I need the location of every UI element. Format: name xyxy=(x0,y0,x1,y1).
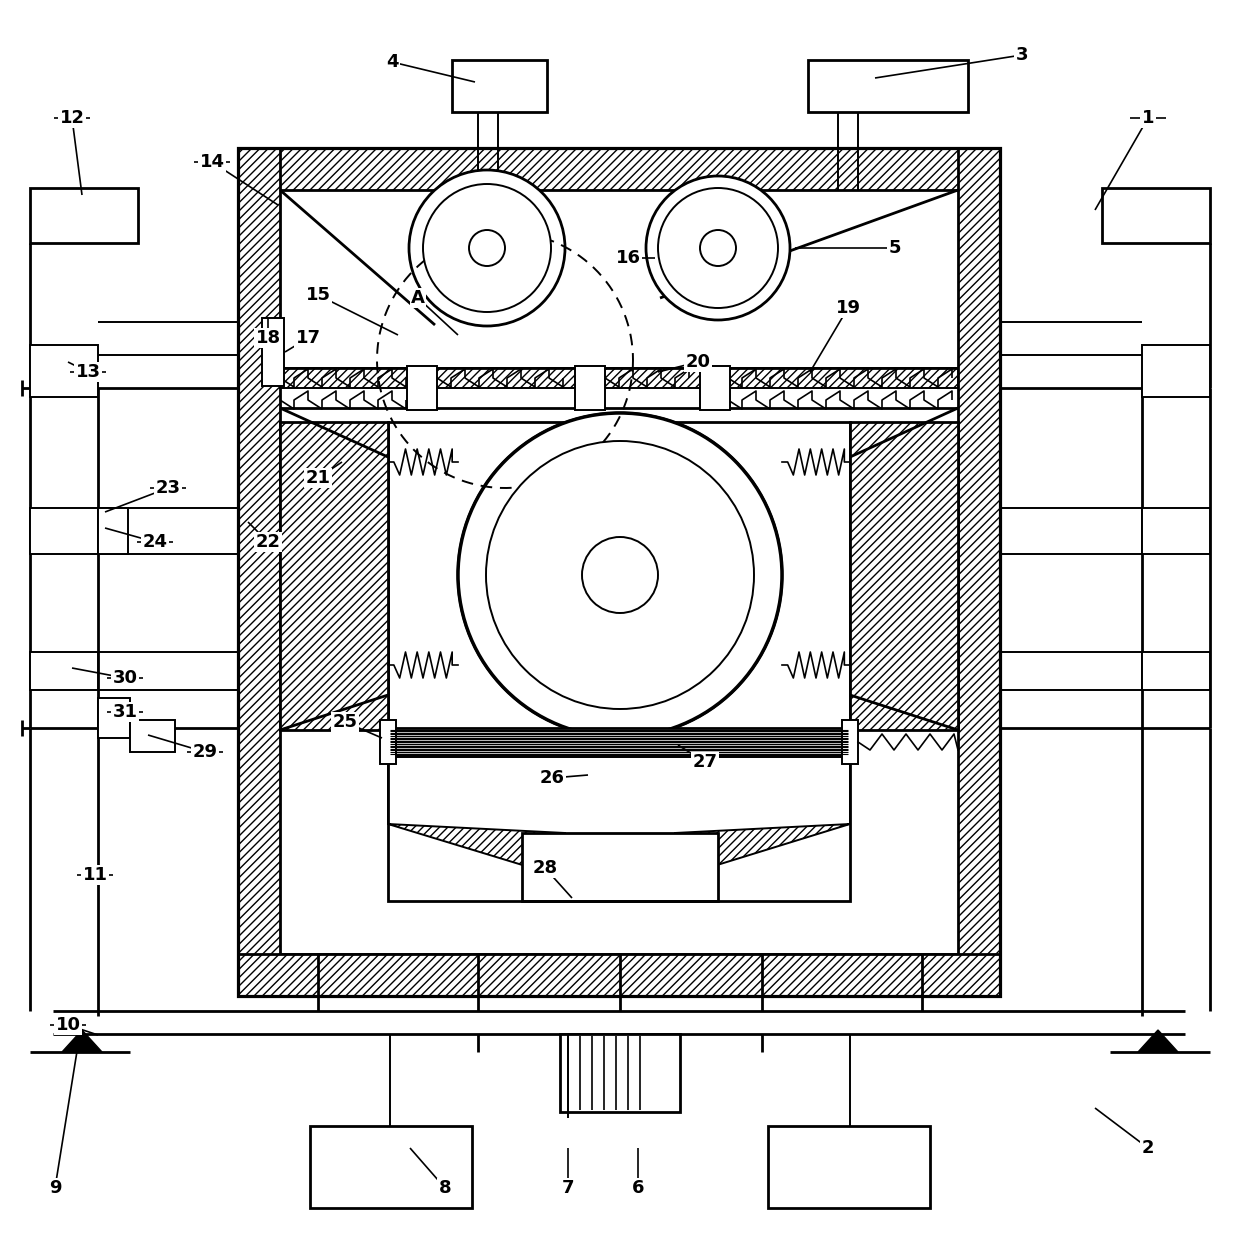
Bar xyxy=(98,508,128,555)
Polygon shape xyxy=(388,756,565,878)
Text: 26: 26 xyxy=(539,769,564,787)
Bar xyxy=(407,366,436,410)
Text: 17: 17 xyxy=(295,328,320,347)
Polygon shape xyxy=(675,756,849,878)
Bar xyxy=(30,652,98,689)
Bar xyxy=(98,698,130,738)
Text: 2: 2 xyxy=(1142,1139,1154,1157)
Text: 15: 15 xyxy=(305,286,331,304)
Bar xyxy=(30,189,138,244)
Text: 16: 16 xyxy=(615,249,641,267)
Text: 24: 24 xyxy=(143,533,167,551)
Bar xyxy=(310,1127,472,1208)
Circle shape xyxy=(658,189,777,309)
Bar xyxy=(575,366,605,410)
Bar xyxy=(768,1127,930,1208)
Circle shape xyxy=(582,537,658,613)
Text: 27: 27 xyxy=(692,753,718,771)
Bar xyxy=(238,147,999,995)
Text: 31: 31 xyxy=(113,703,138,721)
Circle shape xyxy=(486,441,754,709)
Text: 7: 7 xyxy=(562,1179,574,1197)
Bar xyxy=(959,147,999,995)
Circle shape xyxy=(423,184,551,312)
Bar xyxy=(808,60,968,112)
Bar xyxy=(238,147,999,190)
Polygon shape xyxy=(62,1030,102,1052)
Text: 21: 21 xyxy=(305,470,331,487)
Text: 23: 23 xyxy=(155,480,181,497)
Text: 8: 8 xyxy=(439,1179,451,1197)
Text: 20: 20 xyxy=(686,353,711,371)
Bar xyxy=(280,368,959,388)
Text: 6: 6 xyxy=(631,1179,645,1197)
Text: 28: 28 xyxy=(532,859,558,877)
Text: 25: 25 xyxy=(332,713,357,731)
Bar xyxy=(30,345,98,397)
Bar xyxy=(130,719,175,752)
Text: 5: 5 xyxy=(889,239,901,257)
Bar xyxy=(388,422,849,729)
Bar xyxy=(849,422,959,729)
Text: 18: 18 xyxy=(255,328,280,347)
Bar xyxy=(453,60,547,112)
Circle shape xyxy=(469,230,505,266)
Text: 10: 10 xyxy=(56,1015,81,1034)
Bar xyxy=(238,147,280,995)
Bar xyxy=(238,954,999,995)
Circle shape xyxy=(458,413,782,737)
Text: 11: 11 xyxy=(83,866,108,884)
Text: A: A xyxy=(412,289,425,307)
Text: 4: 4 xyxy=(386,52,398,71)
Bar xyxy=(262,318,284,386)
Bar xyxy=(238,954,999,995)
Bar xyxy=(379,719,396,764)
Text: 29: 29 xyxy=(192,743,217,761)
Bar xyxy=(388,728,849,756)
Bar xyxy=(1142,652,1210,689)
Bar xyxy=(1102,189,1210,244)
Bar xyxy=(30,508,98,555)
Text: 19: 19 xyxy=(836,299,861,317)
Polygon shape xyxy=(1138,1030,1178,1052)
Circle shape xyxy=(646,176,790,320)
Bar xyxy=(1142,345,1210,397)
Bar xyxy=(280,422,388,729)
Bar xyxy=(522,833,718,901)
Bar xyxy=(1142,508,1210,555)
Text: 3: 3 xyxy=(1016,46,1028,64)
Bar xyxy=(560,1034,680,1112)
Text: 22: 22 xyxy=(255,533,280,551)
Circle shape xyxy=(701,230,737,266)
Text: 12: 12 xyxy=(60,109,84,127)
Text: 13: 13 xyxy=(76,363,100,381)
Bar xyxy=(701,366,730,410)
Circle shape xyxy=(409,170,565,326)
Text: 9: 9 xyxy=(48,1179,61,1197)
Bar xyxy=(388,756,849,901)
Circle shape xyxy=(458,413,782,737)
Text: 1: 1 xyxy=(1142,109,1154,127)
Text: 14: 14 xyxy=(200,152,224,171)
Text: 30: 30 xyxy=(113,669,138,687)
Bar xyxy=(842,719,858,764)
